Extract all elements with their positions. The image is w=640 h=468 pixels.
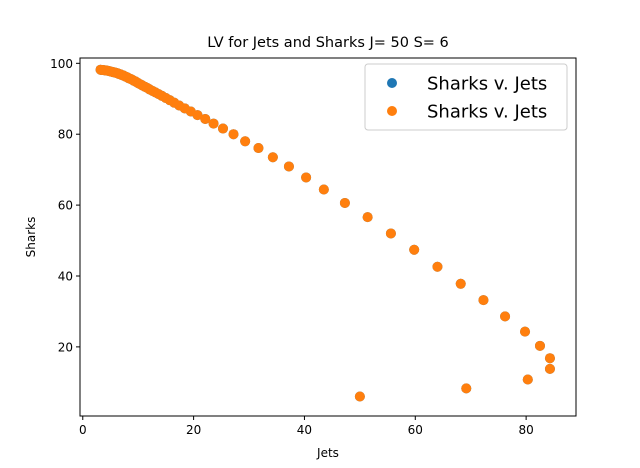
y-tick-label-1: 40 [58, 269, 73, 283]
series-2-point-17 [283, 161, 294, 172]
x-tick-label-1: 20 [186, 423, 201, 437]
series-2-point-5 [534, 340, 545, 351]
series-2-point-14 [339, 197, 350, 208]
series-2-point-2 [522, 374, 533, 385]
series-2-point-3 [544, 363, 555, 374]
chart-title: LV for Jets and Sharks J= 50 S= 6 [207, 35, 449, 51]
x-axis-label: Jets [316, 446, 339, 460]
series-2-point-8 [478, 295, 489, 306]
legend-marker-series-1 [387, 78, 397, 88]
series-2-point-15 [318, 184, 329, 195]
legend-marker-series-2 [387, 106, 397, 116]
series-2-point-1 [461, 383, 472, 394]
legend-label-series-2: Sharks v. Jets [427, 102, 547, 123]
y-tick-label-0: 20 [58, 340, 73, 354]
legend-box [364, 63, 568, 131]
legend: Sharks v. Jets Sharks v. Jets [364, 63, 568, 131]
series-2-point-24 [200, 113, 211, 124]
series-2-point-0 [354, 391, 365, 402]
series-2-point-12 [385, 228, 396, 239]
x-tick-label-2: 40 [297, 423, 312, 437]
series-2-point-18 [267, 152, 278, 163]
series-2-point-23 [208, 118, 219, 129]
y-axis-label: Sharks [24, 217, 38, 258]
series-2-point-13 [362, 212, 373, 223]
y-tick-label-4: 100 [50, 57, 73, 71]
x-tick-label-0: 0 [79, 423, 87, 437]
x-tick-label-3: 60 [408, 423, 423, 437]
series-2-point-67 [95, 64, 106, 75]
y-ticks: 20 40 60 80 100 [50, 57, 80, 354]
series-2-point-22 [217, 123, 228, 134]
y-tick-label-2: 60 [58, 199, 73, 213]
series-2-point-21 [228, 129, 239, 140]
x-tick-label-4: 80 [518, 423, 533, 437]
series-2-point-7 [500, 311, 511, 322]
plot-frame [79, 57, 577, 417]
series-2-point-10 [432, 261, 443, 272]
x-ticks: 0 20 40 60 80 [79, 416, 534, 437]
y-tick-label-3: 80 [58, 128, 73, 142]
points-layer [95, 64, 555, 402]
legend-label-series-1: Sharks v. Jets [427, 74, 547, 95]
series-2-point-20 [240, 136, 251, 147]
series-2-point-19 [253, 143, 264, 154]
series-2-point-9 [455, 278, 466, 289]
series-2-point-4 [544, 353, 555, 364]
series-2-point-16 [301, 172, 312, 183]
series-2-point-11 [409, 244, 420, 255]
series-2-point-6 [520, 326, 531, 337]
